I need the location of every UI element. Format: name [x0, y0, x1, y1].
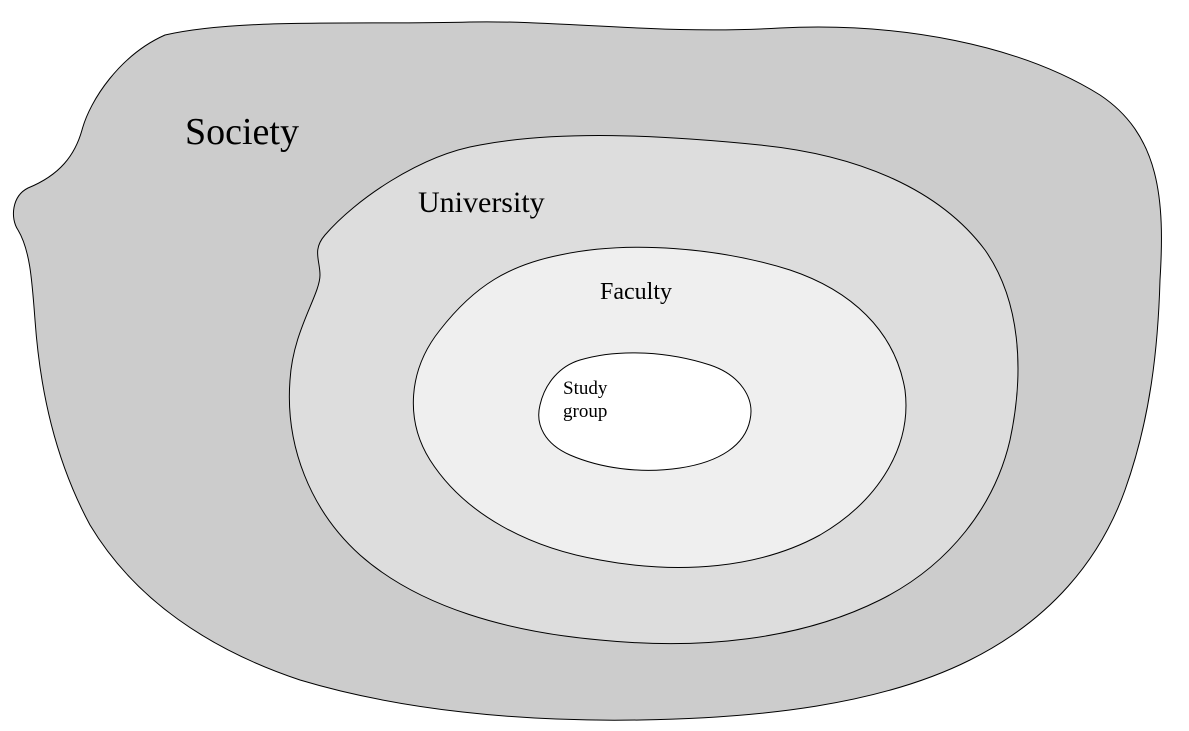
blob-svg [0, 0, 1189, 731]
faculty-label: Faculty [600, 278, 672, 307]
nested-diagram: Society University Faculty Study group [0, 0, 1189, 731]
university-label: University [418, 185, 545, 221]
study-group-label: Study group [563, 378, 607, 424]
society-label: Society [185, 110, 299, 156]
